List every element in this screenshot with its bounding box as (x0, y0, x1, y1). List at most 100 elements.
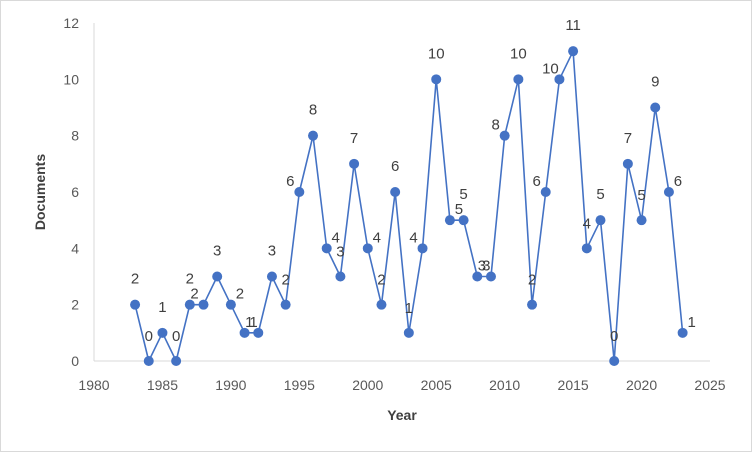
x-tick-label: 2025 (694, 377, 725, 393)
data-label: 1 (158, 299, 166, 316)
y-tick-label: 10 (63, 71, 79, 87)
data-point (349, 158, 360, 169)
data-label: 2 (236, 286, 244, 303)
data-label: 0 (172, 328, 180, 345)
data-label: 2 (528, 272, 536, 289)
data-label: 1 (245, 314, 253, 331)
data-point (403, 327, 414, 338)
data-point (294, 187, 305, 197)
data-label: 2 (190, 286, 198, 303)
data-point (568, 46, 579, 57)
data-point (636, 215, 647, 226)
data-point (609, 356, 620, 366)
y-tick-label: 12 (63, 15, 79, 31)
y-tick-label: 0 (71, 353, 79, 369)
data-point (321, 243, 332, 254)
y-tick-label: 4 (71, 240, 79, 256)
data-point (280, 299, 291, 310)
data-label: 5 (596, 186, 604, 203)
data-label: 10 (428, 45, 445, 62)
data-label: 6 (533, 173, 541, 190)
data-label: 3 (268, 243, 276, 260)
data-point (622, 158, 633, 169)
x-tick-label: 2010 (489, 377, 520, 393)
data-point (458, 215, 469, 226)
data-point (171, 356, 182, 366)
data-label: 6 (674, 173, 682, 190)
data-label: 1 (405, 300, 413, 317)
axes (93, 23, 710, 362)
y-axis-title: Documents (32, 154, 48, 230)
data-label: 3 (336, 244, 344, 261)
data-label: 0 (610, 328, 618, 345)
data-label: 10 (510, 45, 527, 62)
data-label: 3 (478, 258, 486, 275)
data-point (595, 215, 606, 226)
data-label: 4 (583, 215, 591, 232)
data-point (472, 271, 483, 282)
data-label: 0 (145, 328, 153, 345)
data-point (225, 299, 236, 310)
data-point (650, 102, 661, 113)
data-label: 8 (309, 102, 317, 119)
x-tick-label: 1985 (147, 377, 178, 393)
data-point (266, 271, 277, 282)
data-label: 2 (281, 272, 289, 289)
data-label: 9 (651, 74, 659, 91)
data-point (130, 299, 141, 310)
data-point (513, 74, 524, 85)
data-point (663, 187, 674, 197)
data-label: 3 (482, 258, 490, 275)
y-tick-label: 2 (71, 297, 79, 313)
x-axis-title: Year (387, 407, 417, 423)
data-point (253, 327, 264, 338)
data-point (212, 271, 223, 282)
data-label: 5 (459, 186, 467, 203)
data-label: 11 (565, 17, 581, 34)
x-tick-label: 2005 (421, 377, 452, 393)
data-label: 10 (542, 60, 559, 77)
y-tick-label: 6 (71, 184, 79, 200)
data-point (198, 299, 209, 310)
x-tick-label: 2000 (352, 377, 383, 393)
data-label: 7 (624, 130, 632, 147)
data-labels: 2010223211326843742614105533810261011450… (131, 17, 696, 345)
data-point (540, 187, 551, 197)
data-point (527, 299, 538, 310)
data-label: 4 (409, 229, 417, 246)
data-point (431, 74, 442, 85)
x-tick-label: 1995 (284, 377, 315, 393)
data-point (157, 327, 168, 338)
x-tick-label: 2020 (626, 377, 657, 393)
data-label: 2 (377, 272, 385, 289)
data-point (417, 243, 428, 254)
tick-labels: 1980 1985 1990 1995 2000 2005 2010 2015 2020 2025… (63, 15, 725, 393)
data-point (581, 243, 592, 254)
data-label: 5 (637, 187, 645, 204)
data-label: 7 (350, 130, 358, 147)
x-tick-label: 1990 (215, 377, 246, 393)
data-label: 6 (391, 158, 399, 175)
data-point (444, 215, 455, 226)
data-point (390, 187, 401, 197)
data-point (143, 356, 154, 366)
data-label: 2 (131, 271, 139, 288)
data-point (184, 299, 195, 310)
data-label: 4 (332, 229, 340, 246)
data-label: 5 (455, 201, 463, 218)
y-tick-label: 8 (71, 128, 79, 144)
data-label: 2 (186, 271, 194, 288)
data-point (335, 271, 346, 282)
data-label: 1 (249, 314, 257, 331)
data-point (485, 271, 496, 282)
x-tick-label: 2015 (558, 377, 589, 393)
data-point (554, 74, 565, 85)
data-point (677, 327, 688, 338)
data-label: 1 (687, 314, 695, 331)
data-point (362, 243, 373, 254)
data-point (499, 130, 510, 141)
data-point (308, 130, 319, 141)
x-tick-label: 1980 (78, 377, 109, 393)
data-series (130, 46, 688, 366)
